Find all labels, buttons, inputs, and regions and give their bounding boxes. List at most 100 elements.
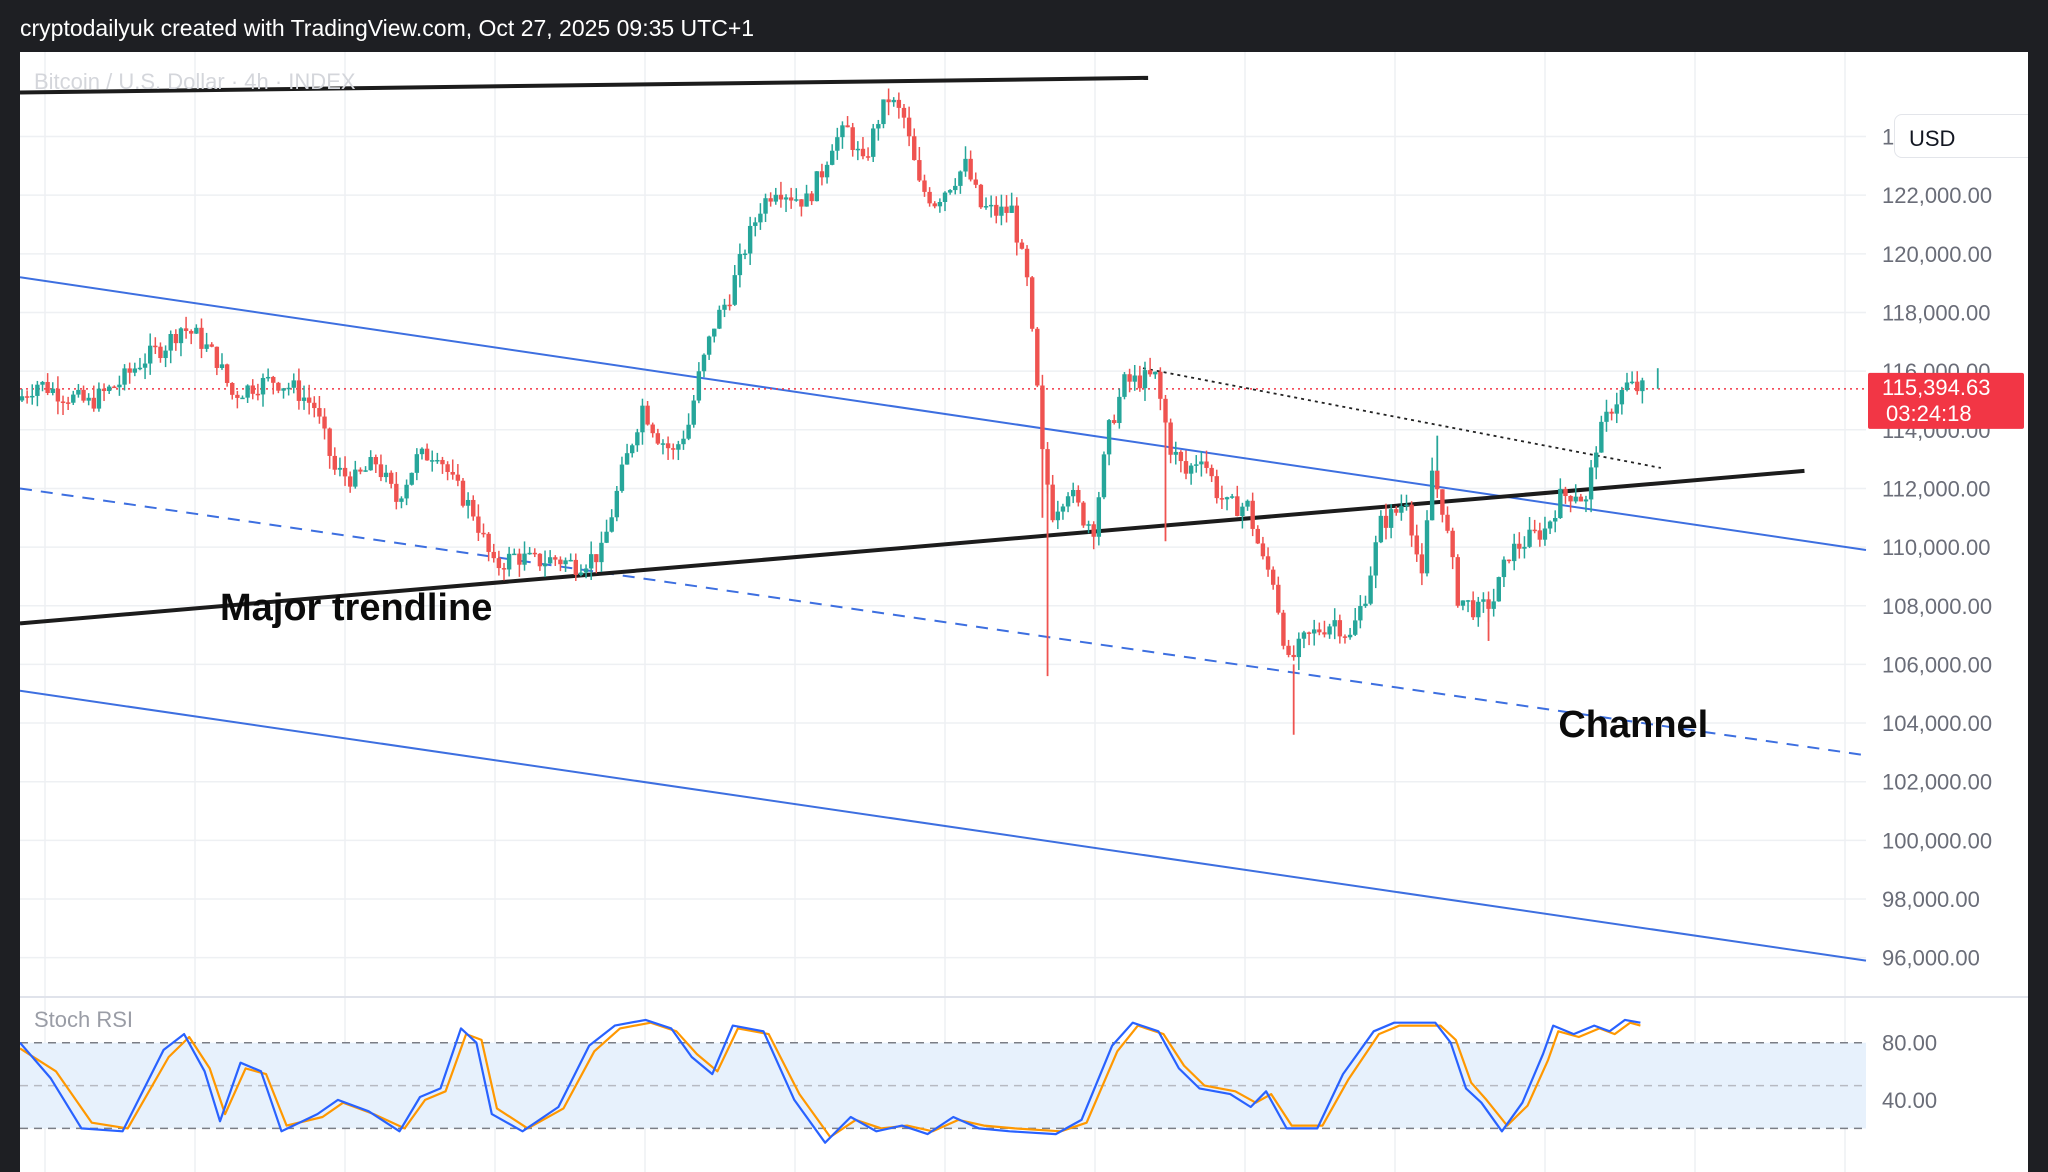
candle-body (517, 553, 522, 565)
candle-body (1440, 489, 1445, 515)
candle-body (209, 344, 214, 347)
candle-body (1342, 636, 1348, 638)
candle-body (142, 363, 148, 368)
candle-body (671, 448, 676, 450)
countdown-label: 03:24:18 (1886, 401, 1972, 426)
candle-body (860, 148, 866, 157)
candle-body (312, 402, 317, 409)
candle-body (1568, 495, 1573, 502)
candle-body (696, 371, 702, 401)
candle-body (214, 346, 220, 368)
candle-body (614, 490, 620, 518)
candle-body (999, 206, 1004, 216)
candle-body (1178, 451, 1184, 462)
chart-frame[interactable]: 124,000.00122,000.00120,000.00118,000.00… (20, 52, 2028, 1172)
candle-body (173, 334, 179, 344)
candle-body (553, 557, 558, 560)
candle-body (147, 345, 153, 364)
candle-body (1019, 242, 1025, 249)
candle-body (1070, 489, 1076, 497)
chart-caption: cryptodailyuk created with TradingView.c… (20, 15, 755, 41)
candle-body (394, 483, 399, 502)
rsi-axis-tick-label: 80.00 (1882, 1031, 1937, 1056)
candle-body (819, 171, 825, 178)
candle-body (640, 405, 645, 433)
candle-body (824, 164, 830, 178)
candle-body (1460, 600, 1466, 606)
candle-body (353, 469, 358, 487)
right-frame-border (2028, 52, 2048, 1172)
price-axis-tick-label: 110,000.00 (1882, 535, 1990, 560)
candle-body (373, 457, 379, 465)
candle-body (958, 171, 963, 186)
candle-body (676, 444, 681, 450)
candle-body (522, 553, 527, 565)
candle-body (1204, 461, 1209, 468)
currency-selector[interactable]: USD (1894, 114, 2028, 158)
candle-body (635, 432, 640, 446)
candle-body (219, 364, 225, 368)
candle-body (1629, 381, 1635, 384)
candle-body (1640, 380, 1645, 392)
candle-body (409, 472, 414, 485)
candle-body (876, 124, 881, 129)
candle-body (1096, 497, 1102, 537)
candle-body (788, 197, 794, 201)
candle-body (430, 460, 435, 462)
price-axis-tick-label: 122,000.00 (1882, 183, 1992, 208)
candle-body (1619, 389, 1625, 405)
candle-body (1578, 496, 1584, 502)
candle-body (45, 381, 50, 393)
candle-body (1183, 461, 1189, 474)
candle-body (865, 156, 871, 158)
candle-body (1235, 496, 1240, 516)
candle-body (363, 470, 368, 472)
candle-body (794, 199, 799, 201)
price-chart-svg[interactable]: 124,000.00122,000.00120,000.00118,000.00… (20, 52, 2028, 1172)
candle-body (306, 397, 312, 403)
candle-body (1132, 375, 1137, 382)
candle-body (840, 125, 845, 138)
candle-body (953, 185, 958, 191)
candle-body (1014, 205, 1019, 243)
chart-text: Bitcoin / U.S. Dollar · 4h · INDEX Major … (34, 69, 1708, 1032)
candle-body (455, 474, 461, 481)
candle-body (727, 304, 732, 307)
price-axis-tick-label: 96,000.00 (1882, 946, 1980, 971)
candle-body (276, 382, 281, 391)
candle-body (932, 203, 937, 207)
candle-body (1194, 464, 1199, 466)
candle-body (563, 560, 568, 565)
candle-body (1322, 632, 1327, 635)
candle-body (660, 443, 666, 445)
candle-body (1583, 499, 1589, 502)
candle-body (24, 396, 30, 398)
candle-body (1424, 520, 1430, 574)
candle-body (91, 397, 96, 409)
candle-body (1055, 511, 1061, 521)
candle-body (1527, 529, 1532, 547)
candle-body (1086, 524, 1091, 526)
price-axis[interactable]: 124,000.00122,000.00120,000.00118,000.00… (1868, 125, 2024, 1113)
candle-body (71, 394, 76, 403)
candle-body (850, 127, 855, 150)
candle-body (717, 309, 722, 329)
left-frame-border (0, 52, 20, 1172)
candle-body (1214, 476, 1219, 499)
candle-body (245, 385, 250, 398)
candle-body (1455, 557, 1460, 606)
candle-body (604, 531, 609, 543)
candle-body (973, 179, 978, 185)
candle-body (440, 459, 445, 465)
candle-body (1347, 634, 1353, 638)
drawing-lines (20, 75, 1867, 962)
candle-body (1522, 546, 1527, 549)
candle-body (1353, 620, 1358, 635)
candle-body (1065, 496, 1071, 507)
candle-body (117, 384, 122, 388)
candle-body (1394, 509, 1399, 513)
candle-body (322, 416, 327, 429)
candle-body (450, 471, 455, 475)
candle-body (1122, 374, 1127, 397)
candle-body (127, 368, 132, 373)
